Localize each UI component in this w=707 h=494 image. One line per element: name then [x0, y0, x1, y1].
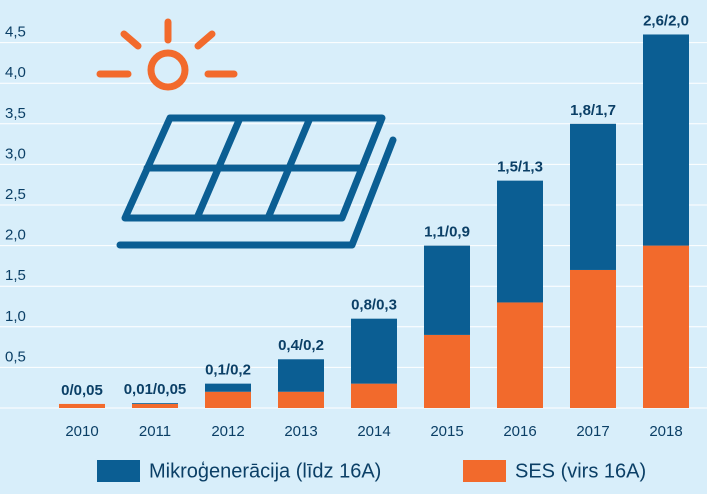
stack-label: 0,8/0,3 — [351, 297, 397, 314]
bar-segment — [278, 359, 324, 392]
x-tick-label: 2017 — [576, 423, 609, 440]
x-tick-label: 2010 — [65, 423, 98, 440]
x-tick-label: 2011 — [139, 423, 171, 440]
bar-segment — [351, 383, 397, 408]
legend-swatch — [463, 460, 506, 482]
stack-label: 0,1/0,2 — [205, 362, 251, 379]
y-tick-label: 4,5 — [5, 24, 26, 41]
x-tick-label: 2014 — [357, 423, 390, 440]
bar-segment — [424, 334, 470, 408]
y-tick-label: 1,0 — [5, 308, 26, 325]
legend-swatch — [97, 460, 140, 482]
bar-segment — [132, 403, 178, 408]
solar-icon — [96, 18, 397, 249]
x-tick-label: 2016 — [503, 423, 536, 440]
bar-segment — [278, 391, 324, 408]
stack-label: 1,1/0,9 — [424, 224, 470, 241]
legend-label: Mikroģenerācija (līdz 16A) — [149, 460, 381, 482]
stack-label: 0,4/0,2 — [278, 337, 324, 354]
bar-segment — [205, 383, 251, 392]
bar-segment — [205, 391, 251, 408]
y-tick-label: 1,5 — [5, 267, 26, 284]
stack-label: 1,5/1,3 — [497, 159, 543, 176]
x-tick-label: 2013 — [284, 423, 317, 440]
y-tick-label: 0,5 — [5, 348, 26, 365]
stack-label: 0/0,05 — [61, 382, 103, 399]
bar-segment — [643, 34, 689, 246]
y-tick-label: 3,5 — [5, 105, 26, 122]
bar-segment — [570, 123, 616, 270]
x-tick-label: 2012 — [211, 423, 244, 440]
x-tick-label: 2018 — [649, 423, 682, 440]
y-tick-label: 2,0 — [5, 227, 26, 244]
bar-segment — [497, 180, 543, 303]
y-tick-label: 4,0 — [5, 64, 26, 81]
stack-label: 2,6/2,0 — [643, 12, 689, 29]
stack-label: 0,01/0,05 — [124, 381, 187, 398]
x-tick-label: 2015 — [430, 423, 463, 440]
bar-segment — [643, 245, 689, 408]
stack-label: 1,8/1,7 — [570, 102, 616, 119]
legend-label: SES (virs 16A) — [515, 460, 646, 482]
bar-segment — [351, 318, 397, 384]
bar-segment — [497, 302, 543, 408]
bar-segment — [132, 403, 178, 404]
bar-segment — [424, 245, 470, 335]
y-tick-label: 3,0 — [5, 145, 26, 162]
bar-segment — [59, 403, 105, 408]
bar-segment — [570, 269, 616, 408]
y-tick-label: 2,5 — [5, 186, 26, 203]
